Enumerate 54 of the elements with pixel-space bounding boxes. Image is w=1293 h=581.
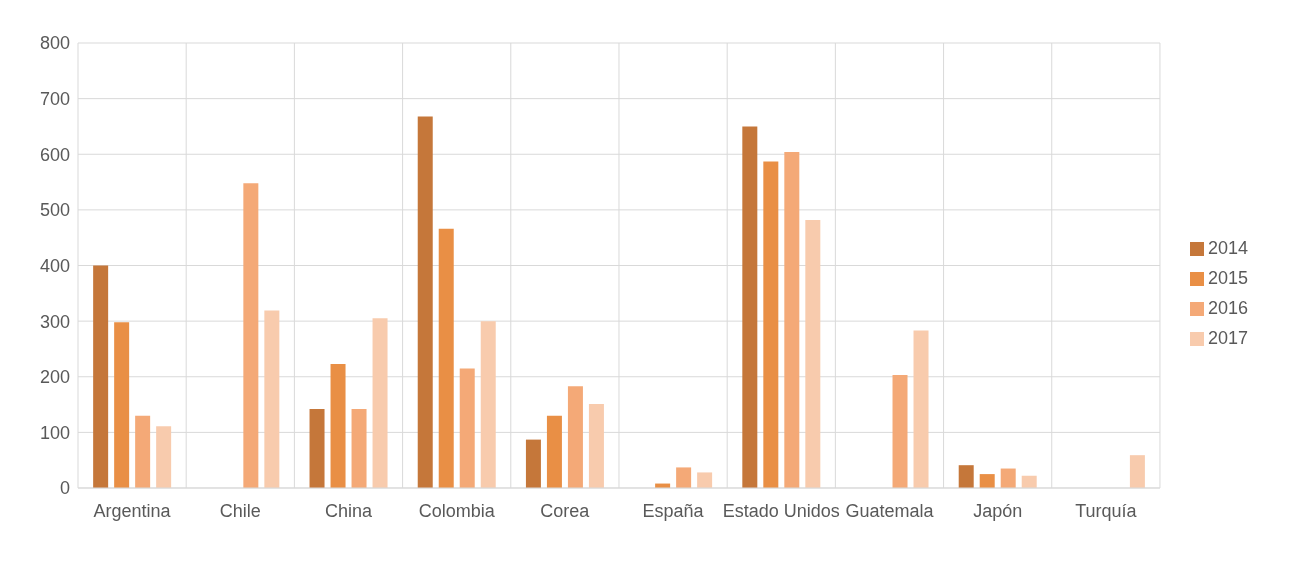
bar [805,219,821,488]
bar [351,409,367,488]
bar [979,474,995,488]
y-tick-label: 700 [39,89,70,110]
bar [459,368,475,488]
bar [763,161,779,488]
x-tick-label: Corea [540,500,591,521]
y-tick-label: 300 [39,311,70,332]
y-tick-label: 200 [39,367,70,388]
bar [417,116,433,488]
bar [588,404,604,488]
y-tick-label: 500 [39,200,70,221]
bar [913,330,929,488]
bar [372,318,388,488]
bar [438,228,454,488]
bar [742,126,758,488]
y-tick-label: 0 [59,478,70,499]
x-tick-label: Guatemala [845,500,935,521]
x-tick-label: Colombia [418,500,496,521]
bar [525,439,541,488]
x-tick-label: Japón [973,500,1023,521]
x-tick-label: Argentina [93,500,172,521]
bar [480,321,496,488]
x-tick-label: España [642,500,705,521]
y-tick-label: 400 [39,255,70,276]
bar [243,183,259,488]
bar [93,265,109,488]
bar [1000,468,1016,488]
bar [156,426,172,488]
y-tick-label: 800 [39,33,70,54]
bar [567,386,583,488]
bar [784,152,800,488]
legend-label: 2014 [1207,238,1248,258]
legend-label: 2015 [1207,268,1248,288]
bar [958,465,974,488]
bar [1129,455,1145,488]
x-tick-label: Estado Unidos [722,500,840,521]
x-tick-label: China [324,500,373,521]
bar [264,310,280,488]
bar [546,415,562,488]
x-tick-label: Turquía [1075,500,1138,521]
legend-label: 2016 [1207,298,1248,318]
y-tick-label: 100 [39,422,70,443]
bar [892,375,908,488]
bar [1021,475,1037,488]
bar [309,409,325,488]
x-tick-label: Chile [219,500,261,521]
bar [697,472,713,488]
bar [676,467,692,488]
bar [330,363,346,488]
bar [135,415,151,488]
y-tick-label: 600 [39,144,70,165]
legend-label: 2017 [1207,328,1248,348]
bar [114,322,130,488]
